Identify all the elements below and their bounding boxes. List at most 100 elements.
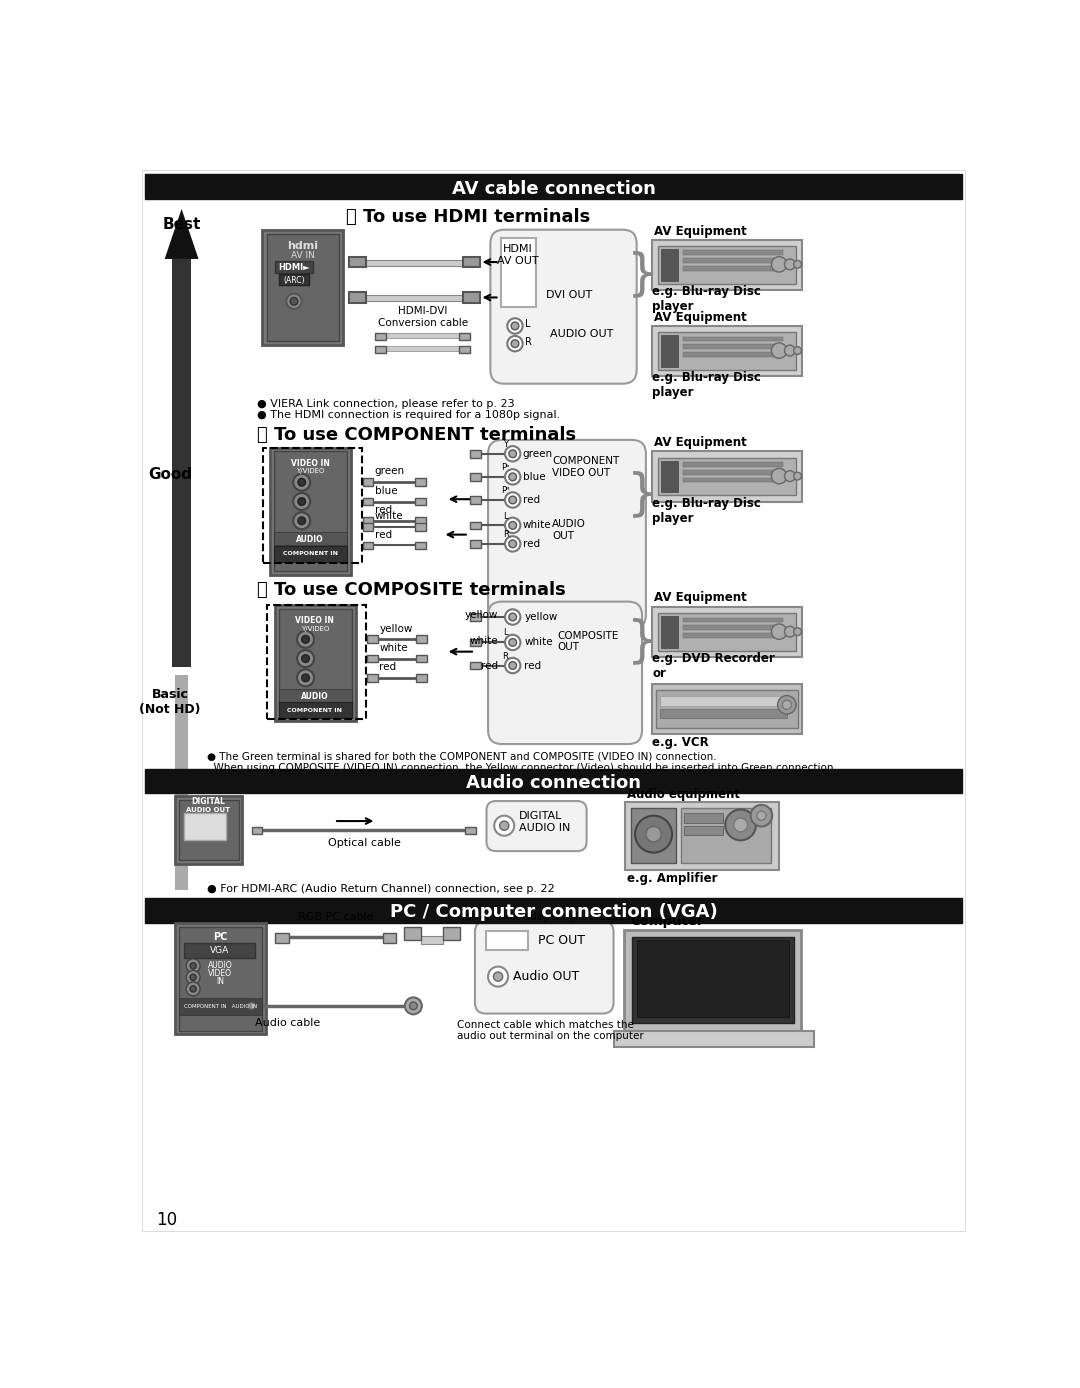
Text: Audio connection: Audio connection (465, 773, 642, 791)
Text: AUDIO: AUDIO (296, 534, 324, 544)
Bar (471, 450, 481, 458)
FancyBboxPatch shape (475, 922, 613, 1013)
Text: AV Equipment: AV Equipment (653, 436, 746, 448)
Text: R: R (503, 530, 509, 539)
Text: hdmi: hdmi (287, 242, 318, 251)
Text: R: R (502, 652, 508, 661)
Bar (415, 541, 426, 550)
Bar (471, 540, 481, 548)
Bar (660, 709, 787, 718)
Text: red: red (375, 505, 392, 515)
Bar (652, 607, 802, 657)
Text: DVI OUT: DVI OUT (545, 290, 592, 300)
Bar (267, 235, 339, 340)
Circle shape (794, 347, 801, 354)
Bar (501, 239, 536, 308)
Text: VGA: VGA (210, 945, 229, 955)
Bar (486, 931, 528, 949)
Bar (652, 240, 802, 290)
Bar (173, 260, 191, 668)
Bar (683, 471, 783, 475)
Bar (415, 516, 426, 525)
Bar (683, 258, 783, 262)
Circle shape (190, 963, 197, 969)
Bar (363, 523, 374, 530)
Circle shape (771, 257, 787, 272)
Text: PC / Computer connection (VGA): PC / Computer connection (VGA) (390, 904, 717, 920)
Circle shape (505, 658, 521, 673)
Bar (417, 636, 428, 643)
Bar (685, 813, 723, 823)
Circle shape (509, 613, 516, 620)
Text: (ARC): (ARC) (283, 276, 305, 285)
Circle shape (286, 294, 301, 310)
Bar (471, 473, 481, 480)
Circle shape (294, 473, 310, 491)
Polygon shape (164, 210, 199, 260)
Circle shape (509, 662, 516, 669)
Bar (382, 933, 396, 942)
Text: L: L (525, 319, 530, 329)
Bar (350, 291, 366, 303)
Text: Audio OUT: Audio OUT (513, 970, 579, 983)
Text: e.g. Blu-ray Disc
player: e.g. Blu-ray Disc player (652, 497, 761, 525)
Bar (386, 346, 459, 351)
Circle shape (771, 343, 787, 358)
Text: PC: PC (213, 931, 227, 941)
Bar (274, 933, 288, 942)
Circle shape (505, 609, 521, 625)
Circle shape (190, 985, 197, 992)
Text: R: R (525, 337, 531, 347)
Circle shape (725, 809, 756, 840)
Circle shape (509, 522, 516, 529)
Circle shape (511, 322, 518, 330)
Text: red: red (524, 661, 541, 670)
Text: white: white (524, 637, 553, 647)
Circle shape (297, 632, 314, 648)
Circle shape (508, 318, 523, 333)
Bar (279, 702, 352, 718)
Text: Audio equipment: Audio equipment (626, 787, 740, 801)
Bar (279, 688, 352, 702)
Bar (274, 532, 347, 545)
Bar (264, 447, 362, 564)
Bar (178, 801, 239, 861)
Bar (683, 462, 783, 466)
Text: yellow: yellow (524, 612, 557, 622)
Bar (375, 346, 386, 353)
Circle shape (494, 972, 502, 981)
Text: Ⓒ To use COMPOSITE terminals: Ⓒ To use COMPOSITE terminals (257, 582, 566, 600)
Text: Good: Good (148, 466, 192, 482)
Bar (459, 333, 470, 340)
Text: L: L (502, 627, 508, 637)
Text: red: red (523, 496, 540, 505)
Circle shape (509, 496, 516, 504)
Bar (632, 937, 794, 1023)
Bar (184, 813, 226, 840)
Circle shape (784, 626, 795, 637)
Bar (184, 942, 255, 958)
Text: blue: blue (375, 486, 397, 496)
Circle shape (509, 473, 516, 480)
Bar (175, 675, 188, 890)
Circle shape (771, 468, 787, 484)
Bar (658, 246, 796, 283)
Bar (652, 684, 802, 734)
Circle shape (794, 627, 801, 636)
Bar (658, 332, 796, 369)
Text: e.g. DVD Recorder
or: e.g. DVD Recorder or (652, 651, 774, 680)
Text: green: green (523, 448, 553, 459)
Bar (685, 826, 723, 836)
Bar (625, 802, 779, 869)
Text: green: green (375, 466, 405, 476)
Text: Computer: Computer (631, 915, 704, 927)
Text: Best: Best (162, 217, 201, 232)
Text: AV Equipment: AV Equipment (653, 591, 746, 604)
Circle shape (298, 479, 306, 486)
Text: AUDIO: AUDIO (207, 962, 232, 970)
Text: COMPONENT IN   AUDIO IN: COMPONENT IN AUDIO IN (184, 1004, 257, 1009)
Bar (367, 636, 378, 643)
Text: white: white (375, 511, 404, 520)
Text: PC OUT: PC OUT (538, 934, 585, 947)
Text: ● The HDMI connection is required for a 1080p signal.: ● The HDMI connection is required for a … (257, 411, 561, 421)
